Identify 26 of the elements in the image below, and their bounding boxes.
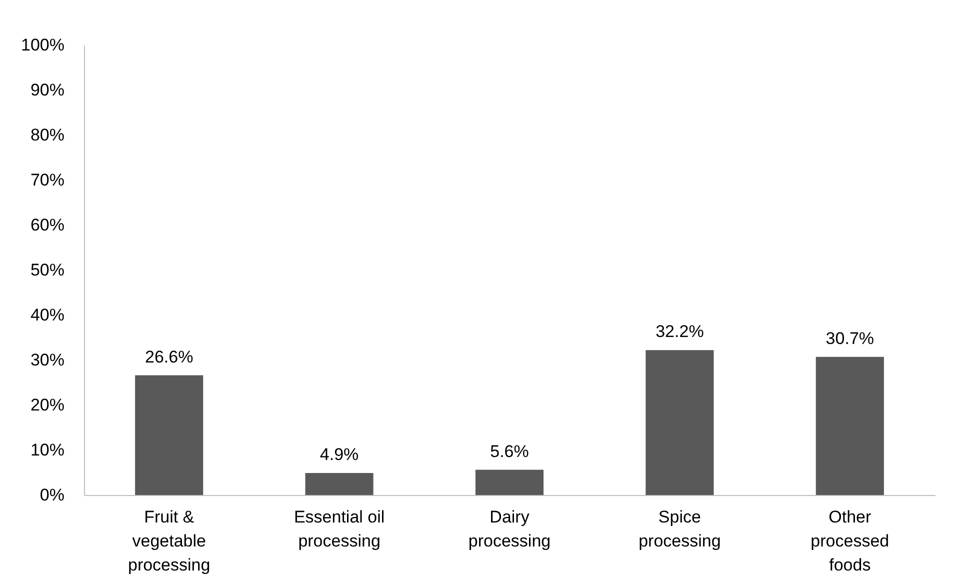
y-tick-label: 0% xyxy=(40,486,64,504)
bar xyxy=(475,470,544,495)
y-tick-label: 80% xyxy=(30,126,64,144)
data-label: 26.6% xyxy=(145,347,194,366)
data-label: 5.6% xyxy=(490,442,529,461)
x-tick-label: Spice processing xyxy=(638,508,721,550)
y-tick-label: 30% xyxy=(30,350,64,370)
x-tick-label: Other processed foods xyxy=(810,508,890,574)
data-label: 30.7% xyxy=(826,328,874,348)
x-tick-label: Fruit & vegetable processing xyxy=(128,508,210,574)
y-tick-label: 40% xyxy=(30,306,64,324)
y-tick-label: 60% xyxy=(30,216,64,234)
x-tick-label: Essential oil processing xyxy=(294,508,385,550)
data-label: 4.9% xyxy=(320,444,359,464)
y-tick-label: 100% xyxy=(21,36,64,54)
bar xyxy=(305,472,374,495)
x-tick-label: Dairy processing xyxy=(468,508,551,550)
y-tick-label: 50% xyxy=(30,260,64,280)
y-tick-label: 10% xyxy=(30,440,64,460)
bar xyxy=(646,350,714,495)
bar xyxy=(816,356,884,495)
bar xyxy=(135,375,204,495)
y-tick-label: 20% xyxy=(30,396,64,414)
y-tick-label: 90% xyxy=(30,80,64,100)
y-tick-label: 70% xyxy=(30,170,64,190)
data-label: 32.2% xyxy=(656,322,704,342)
